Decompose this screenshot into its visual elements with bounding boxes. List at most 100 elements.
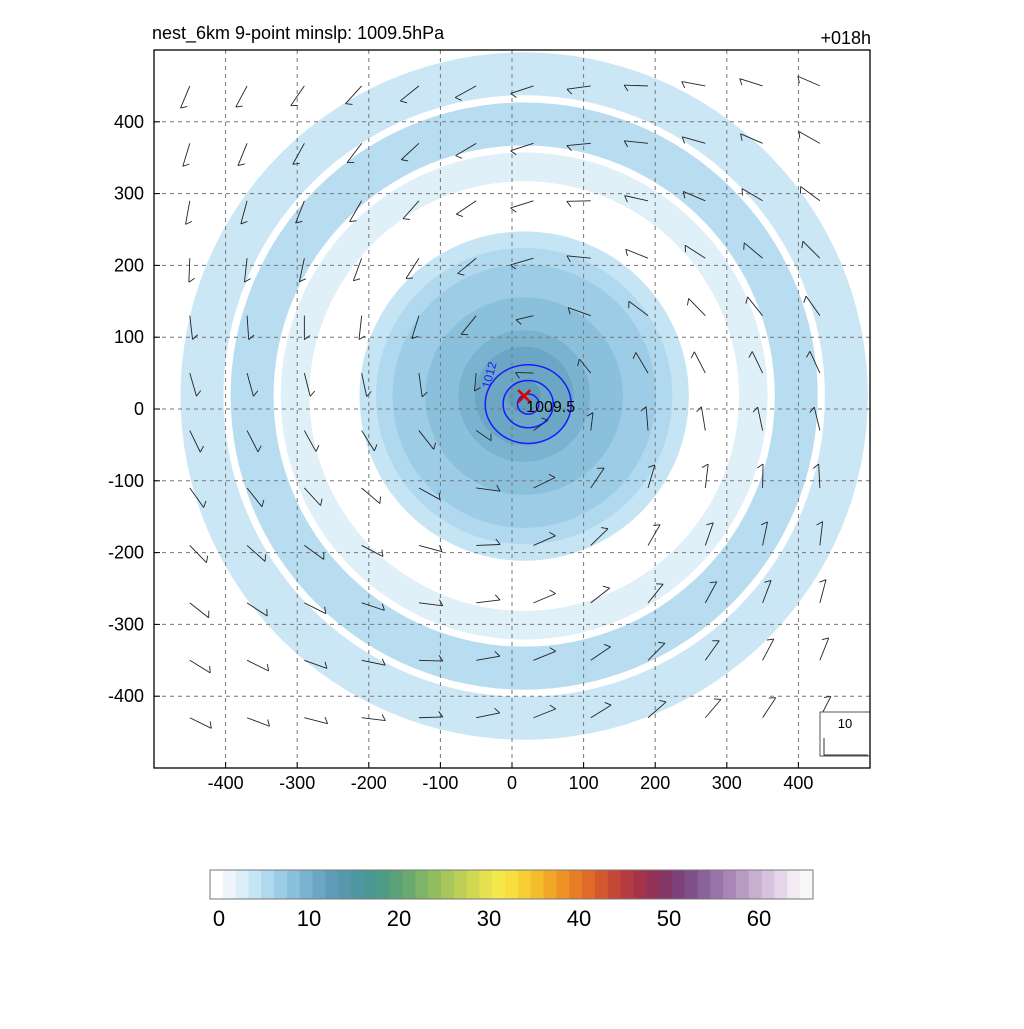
- colorbar-swatch: [261, 870, 274, 899]
- colorbar-swatch: [479, 870, 492, 899]
- colorbar-swatch: [428, 870, 441, 899]
- colorbar-swatch: [287, 870, 300, 899]
- colorbar-swatch: [441, 870, 454, 899]
- wind-barb: [689, 298, 706, 315]
- y-tick-label: -300: [108, 614, 144, 634]
- wind-barb-flag: [511, 208, 517, 212]
- colorbar-swatch: [531, 870, 544, 899]
- colorbar-swatch: [313, 870, 326, 899]
- colorbar-swatch: [800, 870, 813, 899]
- colorbar-swatch: [300, 870, 313, 899]
- colorbar-swatch: [685, 870, 698, 899]
- colorbar-swatch: [787, 870, 800, 899]
- colorbar-swatch: [402, 870, 415, 899]
- wind-barb-flag: [757, 464, 763, 468]
- wind-barb: [238, 143, 247, 165]
- wind-barb: [190, 603, 209, 618]
- colorbar-tick-label: 40: [567, 906, 591, 931]
- colorbar-swatch: [544, 870, 557, 899]
- colorbar-tick-label: 50: [657, 906, 681, 931]
- wind-barb: [682, 82, 706, 86]
- colorbar-tick-label: 30: [477, 906, 501, 931]
- wind-barb: [190, 660, 210, 673]
- wind-barb-flag: [210, 666, 211, 673]
- x-tick-label: 300: [712, 773, 742, 793]
- wind-barb-flag: [702, 464, 708, 467]
- colorbar-swatch: [775, 870, 788, 899]
- x-tick-label: 100: [569, 773, 599, 793]
- colorbar-swatch: [659, 870, 672, 899]
- wind-barb: [799, 132, 820, 144]
- y-tick-label: -400: [108, 686, 144, 706]
- colorbar-swatch: [646, 870, 659, 899]
- x-tick-label: -400: [208, 773, 244, 793]
- colorbar-swatch: [595, 870, 608, 899]
- wind-barb-flag: [382, 714, 385, 720]
- wind-barb-flag: [380, 497, 381, 504]
- wind-barb-flag: [495, 595, 500, 600]
- wind-barb: [359, 316, 362, 340]
- colorbar-swatch: [492, 870, 505, 899]
- colorbar-swatch: [672, 870, 685, 899]
- wind-barb-flag: [189, 278, 195, 282]
- colorbar-swatch: [454, 870, 467, 899]
- wind-barb: [701, 407, 705, 431]
- wind-barb-flag: [767, 639, 774, 640]
- colorbar-swatch: [762, 870, 775, 899]
- wind-barb-flag: [682, 82, 685, 88]
- wind-barb: [291, 86, 305, 106]
- wind-barb-flag: [804, 296, 806, 303]
- y-tick-label: 100: [114, 327, 144, 347]
- wind-barb-flag: [691, 352, 694, 358]
- y-tick-label: -100: [108, 471, 144, 491]
- wind-barb-flag: [567, 201, 571, 207]
- wind-barb: [190, 718, 212, 729]
- time-label: +018h: [820, 28, 871, 48]
- colorbar-swatch: [351, 870, 364, 899]
- barb-reference-box: 10: [820, 712, 870, 756]
- wind-barb-flag: [687, 298, 688, 305]
- wind-barb: [362, 718, 386, 721]
- y-tick-label: 300: [114, 184, 144, 204]
- colorbar-swatch: [582, 870, 595, 899]
- wind-barb-flag: [456, 156, 462, 159]
- wind-barb: [186, 201, 190, 225]
- wind-barb-flag: [186, 221, 192, 224]
- wind-barb-flag: [456, 214, 463, 216]
- wind-barb: [247, 660, 268, 671]
- colorbar-swatch: [248, 870, 261, 899]
- wind-barb: [763, 639, 774, 660]
- colorbar-swatch: [749, 870, 762, 899]
- y-tick-label: 200: [114, 255, 144, 275]
- wind-barb-flag: [403, 219, 410, 220]
- wind-barb-flag: [310, 391, 314, 396]
- wind-barb: [705, 464, 708, 488]
- colorbar-swatch: [210, 870, 223, 899]
- colorbar-tick-label: 60: [747, 906, 771, 931]
- wind-barb: [362, 488, 380, 504]
- wind-barb-flag: [382, 550, 383, 557]
- colorbar-swatch: [518, 870, 531, 899]
- colorbar-swatch: [723, 870, 736, 899]
- colorbar-swatch: [698, 870, 711, 899]
- wind-barb: [247, 718, 269, 727]
- colorbar-swatch: [364, 870, 377, 899]
- wind-barb: [694, 352, 705, 373]
- wind-barb-flag: [206, 556, 207, 563]
- colorbar-swatch: [467, 870, 480, 899]
- colorbar-swatch: [377, 870, 390, 899]
- wind-barb: [456, 201, 476, 214]
- y-tick-label: 0: [134, 399, 144, 419]
- wind-barb: [236, 86, 247, 107]
- wind-barb: [798, 76, 820, 86]
- colorbar-swatch: [556, 870, 569, 899]
- colorbar-swatch: [710, 870, 723, 899]
- wind-barb: [476, 600, 500, 603]
- wind-barb-flag: [714, 699, 721, 700]
- wind-barb: [511, 201, 534, 208]
- colorbar-swatch: [569, 870, 582, 899]
- wind-barb: [820, 580, 826, 603]
